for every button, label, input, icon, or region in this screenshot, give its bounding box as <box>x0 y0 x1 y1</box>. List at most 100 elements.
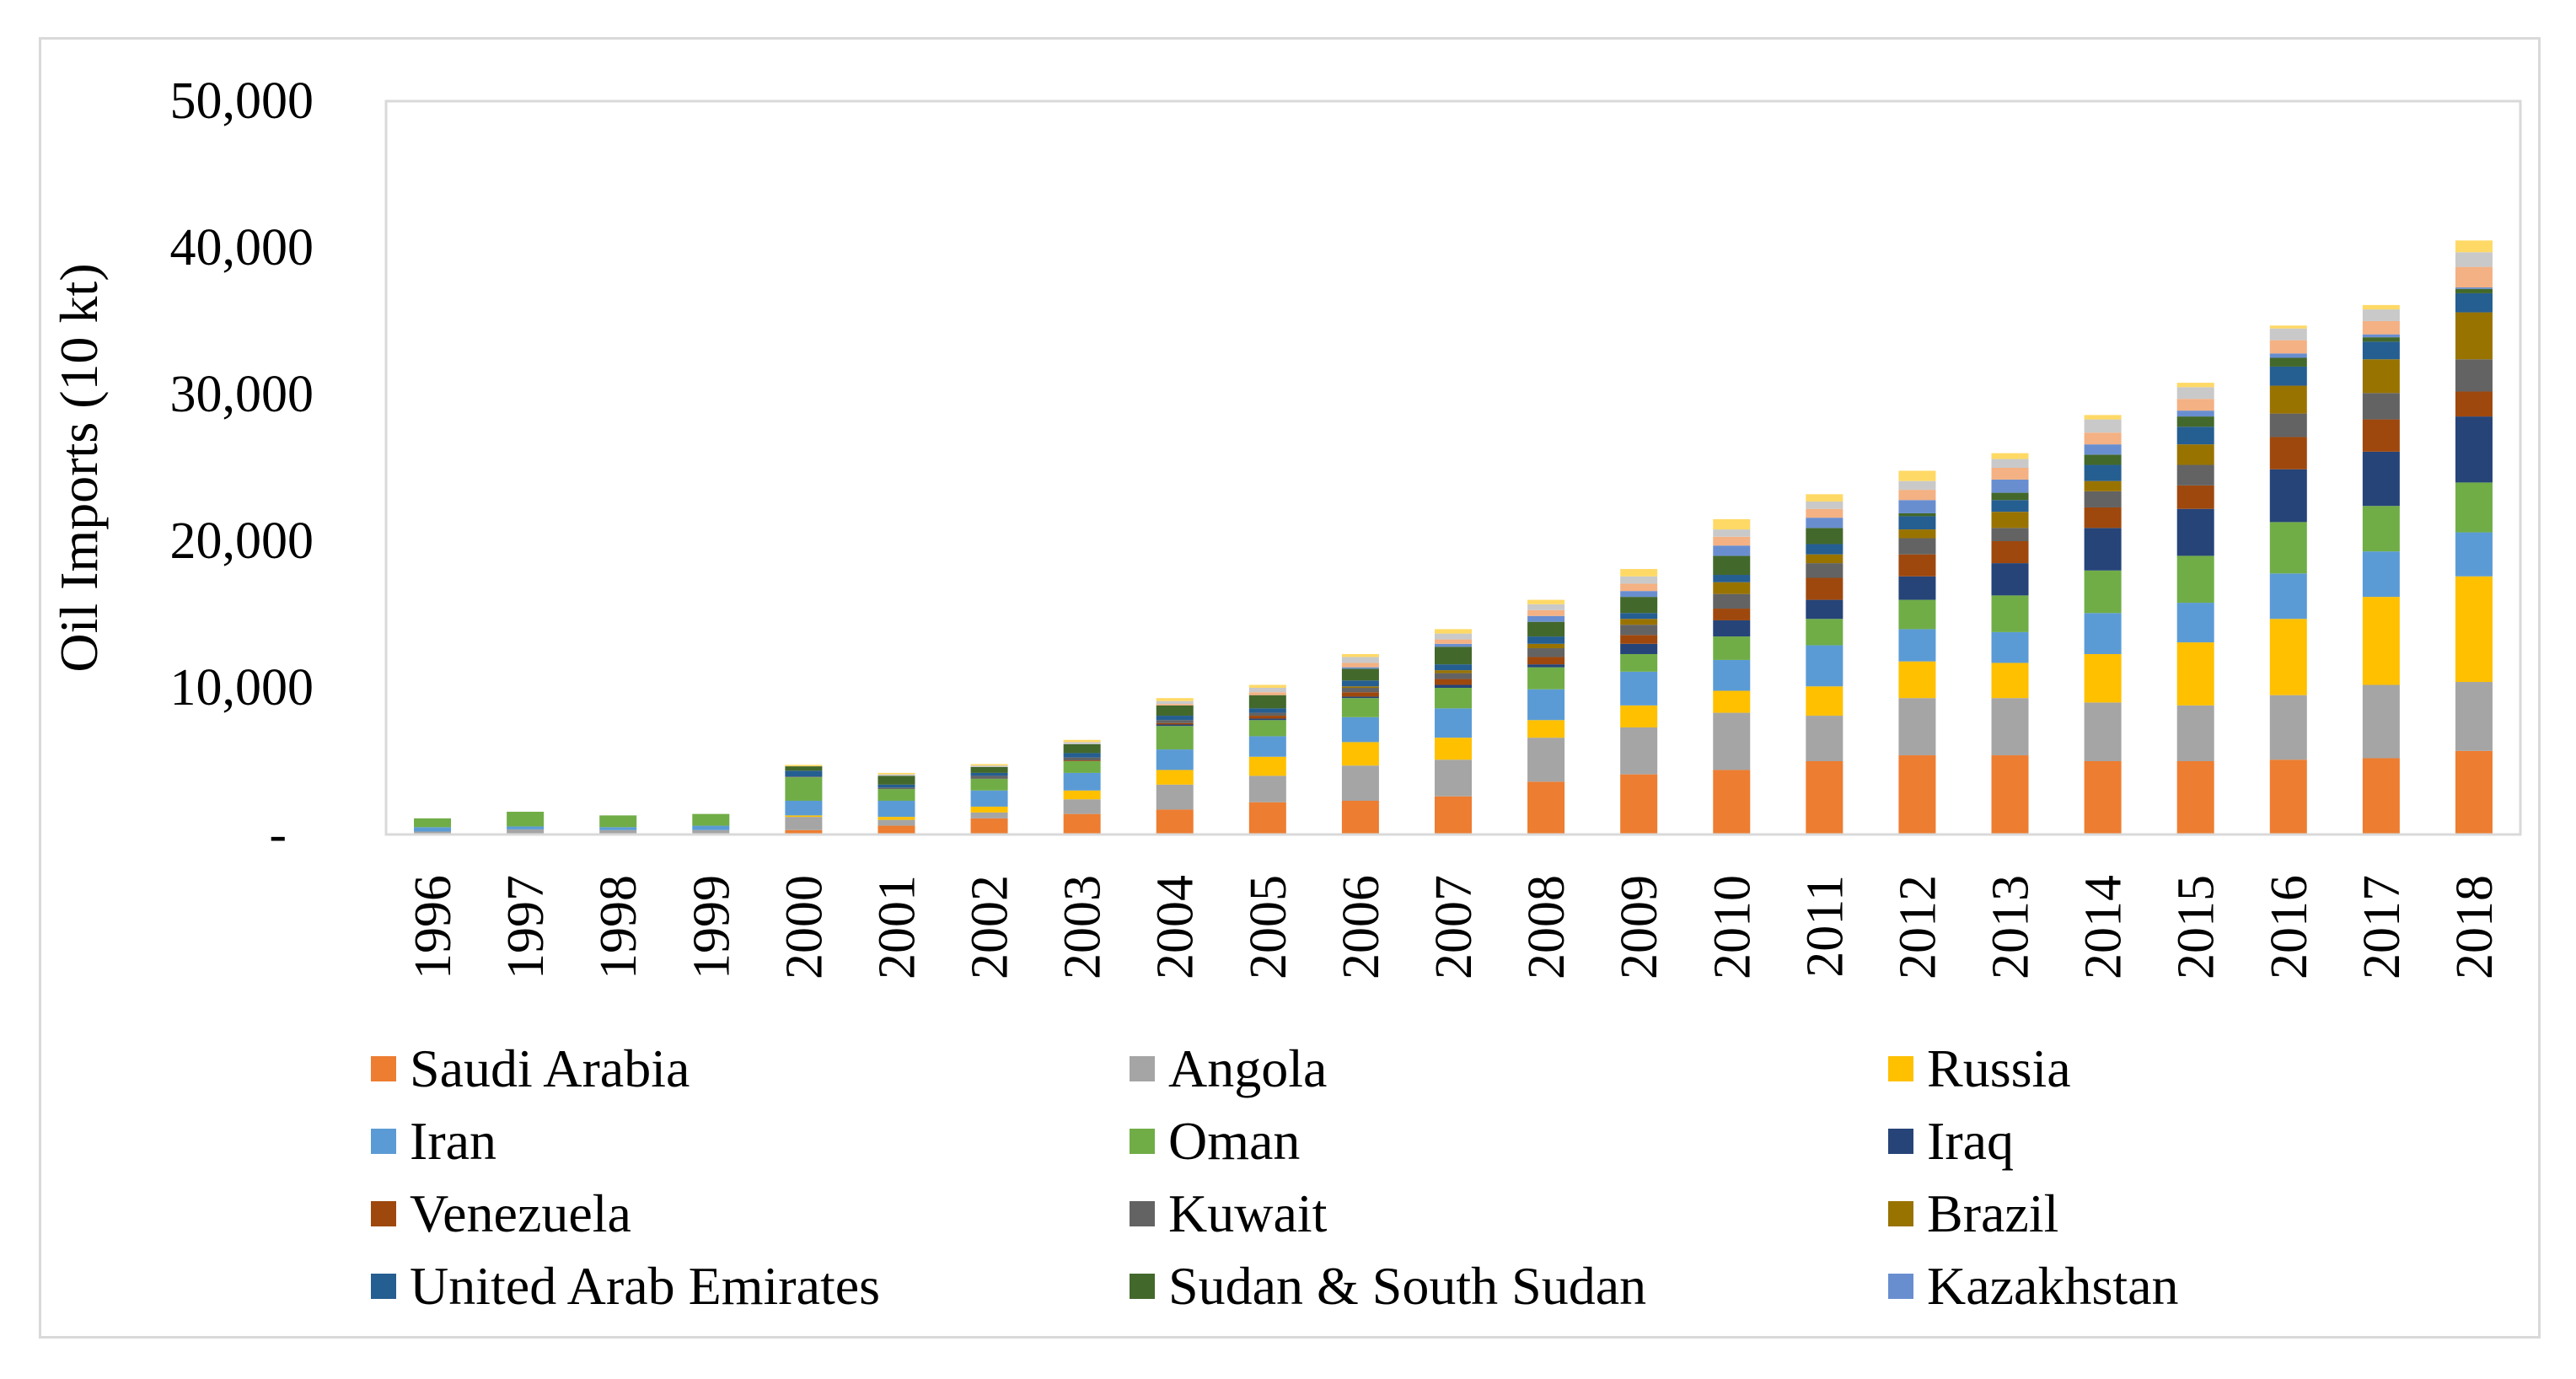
bar-segment <box>970 806 1008 813</box>
bar-segment <box>1898 516 1936 530</box>
bar-segment <box>2269 328 2307 341</box>
bar-segment <box>2176 416 2214 427</box>
x-tick-label: 2000 <box>775 875 833 979</box>
bar-segment <box>2084 491 2122 507</box>
bar-segment <box>1991 541 2029 564</box>
bar-segment <box>2269 619 2307 695</box>
bar-segment <box>2362 359 2400 394</box>
bar-segment <box>2269 357 2307 367</box>
x-tick-label: 2001 <box>868 875 926 979</box>
bar-segment <box>1806 563 1843 578</box>
bar-segment <box>1156 720 1194 723</box>
bar-segment <box>2362 758 2400 834</box>
bar-segment <box>1248 775 1286 802</box>
bar-segment <box>1527 609 1565 616</box>
bar-segment <box>1341 716 1379 743</box>
bar-segment <box>2269 695 2307 760</box>
bar-segment <box>1063 742 1101 744</box>
bar-segment <box>2455 266 2493 287</box>
y-axis: - 10,000 20,000 30,000 40,000 50,000 <box>170 72 314 863</box>
bar-segment <box>877 789 915 801</box>
bar-segment <box>1063 790 1101 800</box>
y-tick-label: - <box>269 806 287 863</box>
bar-segment <box>1156 726 1194 750</box>
bar-segment <box>1156 704 1194 706</box>
bar-segment <box>970 766 1008 773</box>
bar-segment <box>970 790 1008 807</box>
bar-segment <box>1806 494 1843 502</box>
legend-item: Sudan & South Sudan <box>1130 1253 1646 1320</box>
bar-segment <box>599 829 637 834</box>
bar-segment <box>1063 760 1101 761</box>
bar-segment <box>1156 724 1194 727</box>
bar-segment <box>1527 643 1565 649</box>
x-tick-label: 1996 <box>405 875 462 979</box>
bar-segment <box>1248 736 1286 757</box>
bar-segment <box>1620 671 1658 706</box>
bar-segment <box>1341 680 1379 687</box>
bar-segment <box>1341 742 1379 766</box>
bar-segment <box>1341 657 1379 663</box>
bar-segment <box>1713 575 1751 582</box>
legend-item: Angola <box>1130 1035 1327 1103</box>
bar-segment <box>1713 536 1751 546</box>
bar-segment <box>1898 500 1936 513</box>
bar-segment <box>785 817 823 830</box>
x-tick-label: 2005 <box>1240 875 1297 979</box>
bar-segment <box>2269 469 2307 523</box>
bar-segment <box>1156 784 1194 810</box>
legend-label: United Arab Emirates <box>410 1256 881 1316</box>
bar-segment <box>1435 633 1472 640</box>
bar-segment <box>2362 506 2400 552</box>
bar-segment <box>1620 727 1658 775</box>
bar-segment <box>599 815 637 828</box>
bar-segment <box>1620 625 1658 636</box>
legend-label: Brazil <box>1927 1183 2059 1243</box>
bar-segment <box>2269 573 2307 620</box>
bar-segment <box>1248 695 1286 709</box>
bar-segment <box>1341 667 1379 669</box>
bar-segment <box>1713 529 1751 537</box>
x-tick-label: 2007 <box>1425 875 1483 979</box>
bar-segment <box>877 819 915 826</box>
bar-segment <box>970 812 1008 818</box>
bar-segment <box>2362 321 2400 335</box>
bar-segment <box>2084 528 2122 571</box>
bar-segment <box>1156 770 1194 785</box>
bar-segment <box>1341 686 1379 688</box>
bar-segment <box>1991 492 2029 501</box>
chart-frame <box>39 37 2541 1339</box>
y-tick-label: 20,000 <box>170 512 314 570</box>
bar-segment <box>785 765 823 767</box>
x-tick-label: 2015 <box>2168 875 2225 979</box>
y-tick-label: 30,000 <box>170 366 314 423</box>
bar-segment <box>785 815 823 818</box>
bar-segment <box>1527 664 1565 668</box>
bar-segment <box>414 818 452 828</box>
bar-segment <box>1435 796 1472 834</box>
bar-segment <box>1991 453 2029 459</box>
bar-segment <box>1341 668 1379 681</box>
bar-segment <box>1991 698 2029 756</box>
bar-segment <box>1898 512 1936 517</box>
bar-segment <box>1620 591 1658 598</box>
bar-segment <box>2455 482 2493 533</box>
legend-item: Kuwait <box>1130 1180 1327 1248</box>
bar-segment <box>1713 712 1751 770</box>
bar-segment <box>2176 508 2214 556</box>
bar-segment <box>785 800 823 816</box>
bar-segment <box>1991 595 2029 632</box>
bar-segment <box>1991 631 2029 663</box>
bar-segment <box>2084 702 2122 761</box>
bar-segment <box>785 766 823 771</box>
bar-segment <box>2084 480 2122 491</box>
bar-segment <box>1248 720 1286 737</box>
legend-swatch <box>1130 1129 1155 1154</box>
legend-label: Russia <box>1927 1038 2071 1098</box>
bar-segment <box>970 775 1008 779</box>
bar-segment <box>1898 576 1936 600</box>
x-tick-label: 2013 <box>1983 875 2040 979</box>
bar-segment <box>970 764 1008 766</box>
bar-segment <box>1527 648 1565 657</box>
bar-segment <box>1620 653 1658 672</box>
